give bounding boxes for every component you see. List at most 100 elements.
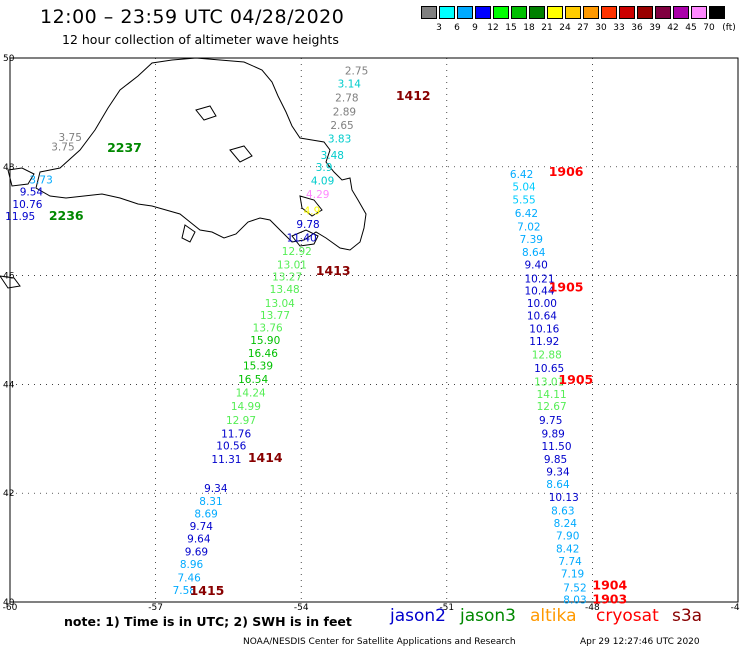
longitude-tick-label: -48 bbox=[585, 603, 600, 613]
wave-height-value: 3.48 bbox=[321, 150, 344, 162]
longitude-tick-label: -60 bbox=[3, 603, 18, 613]
colorbar-swatch bbox=[637, 6, 653, 19]
wave-height-value: 12.88 bbox=[532, 349, 562, 361]
colorbar-label: 9 bbox=[472, 23, 478, 33]
latitude-tick-label: 42 bbox=[3, 489, 14, 499]
wave-height-value: 7.19 bbox=[561, 569, 584, 581]
wave-height-value: 7.90 bbox=[556, 531, 579, 543]
legend-entry-jason2: jason2 bbox=[390, 606, 446, 626]
colorbar-swatch bbox=[565, 6, 581, 19]
wave-height-value: 10.56 bbox=[216, 440, 246, 452]
wave-height-value: 8.64 bbox=[522, 247, 546, 259]
colorbar-label: 42 bbox=[667, 23, 679, 33]
wave-height-value: 2.75 bbox=[345, 66, 368, 78]
colorbar-label: 27 bbox=[577, 23, 589, 33]
wave-height-value: 8.69 bbox=[194, 508, 217, 520]
wave-height-value: 12.97 bbox=[226, 415, 256, 427]
wave-height-value: 8.96 bbox=[180, 559, 204, 571]
wave-height-value: 2.89 bbox=[333, 106, 356, 118]
colorbar-swatch bbox=[709, 6, 725, 19]
legend-entry-jason3: jason3 bbox=[460, 606, 516, 626]
wave-height-value: 4.9 bbox=[304, 205, 321, 217]
wave-height-value: 3.14 bbox=[338, 79, 362, 91]
colorbar-swatch bbox=[529, 6, 545, 19]
gridlines bbox=[10, 58, 738, 602]
colorbar-swatch bbox=[547, 6, 563, 19]
longitude-tick-label: -54 bbox=[294, 603, 309, 613]
wave-height-value: 13.01 bbox=[277, 260, 307, 272]
wave-height-value: 7.74 bbox=[558, 556, 582, 568]
wave-height-value: 9.74 bbox=[190, 521, 214, 533]
credit-text: NOAA/NESDIS Center for Satellite Applica… bbox=[243, 637, 516, 647]
colorbar-label: 12 bbox=[487, 23, 499, 33]
cycle-label: 1414 bbox=[248, 450, 283, 465]
wave-height-value: 8.64 bbox=[546, 479, 570, 491]
wave-height-value: 8.63 bbox=[551, 506, 574, 518]
wave-height-value: 16.54 bbox=[238, 374, 268, 386]
wave-height-value: 14.99 bbox=[231, 401, 261, 413]
page-subtitle: 12 hour collection of altimeter wave hei… bbox=[62, 32, 339, 47]
wave-height-value: 6.42 bbox=[510, 169, 533, 181]
wave-height-value: 9.69 bbox=[185, 546, 208, 558]
wave-height-value: 13.77 bbox=[260, 310, 290, 322]
wave-height-value: 10.21 bbox=[524, 273, 554, 285]
colorbar-label: 15 bbox=[505, 23, 517, 33]
wave-height-values: 2.753.14 2.782.89 2.65 3.83 3.483.94.09 4.29 4… bbox=[5, 66, 587, 607]
colorbar-label: 45 bbox=[685, 23, 697, 33]
wave-height-value: 2.78 bbox=[335, 93, 358, 105]
wave-height-value: 3.9 bbox=[316, 162, 333, 174]
wave-height-value: 14.11 bbox=[537, 389, 567, 401]
wave-height-value: 12.92 bbox=[282, 246, 312, 258]
colorbar-label: 3 bbox=[436, 23, 442, 33]
wave-height-value: 12.67 bbox=[537, 401, 567, 413]
longitude-tick-label: -57 bbox=[148, 603, 163, 613]
cycle-label: 1906 bbox=[549, 164, 584, 179]
wave-height-value: 8.42 bbox=[556, 544, 579, 556]
colorbar-swatch bbox=[421, 6, 437, 19]
wave-height-value: 10.00 bbox=[527, 298, 557, 310]
wave-height-value: 10.44 bbox=[524, 285, 554, 297]
wave-height-value: 3.75 bbox=[51, 142, 74, 154]
wave-height-value: 5.55 bbox=[512, 194, 535, 206]
colorbar-label: 6 bbox=[454, 23, 460, 33]
wave-height-value: 13.04 bbox=[265, 298, 295, 310]
wave-height-value: 13.01 bbox=[534, 377, 564, 389]
cycle-label: 1904 bbox=[592, 578, 627, 593]
colorbar-swatch bbox=[601, 6, 617, 19]
cycle-label: 1903 bbox=[592, 591, 627, 606]
wave-height-value: 7.46 bbox=[177, 573, 201, 585]
wave-height-value: 10.16 bbox=[529, 323, 559, 335]
wave-height-value: 11.40 bbox=[287, 233, 317, 245]
cycle-label: 1905 bbox=[549, 280, 584, 295]
wave-height-value: 11.95 bbox=[5, 211, 35, 223]
legend-entry-s3a: s3a bbox=[672, 606, 703, 626]
colorbar-swatch bbox=[493, 6, 509, 19]
wave-height-value: 2.65 bbox=[330, 120, 353, 132]
legend-entry-altika: altika bbox=[530, 606, 577, 626]
wave-height-value: 11.50 bbox=[541, 441, 571, 453]
colorbar-label: 39 bbox=[649, 23, 661, 33]
wave-height-value: 13.76 bbox=[253, 322, 283, 334]
wave-height-value: 6.42 bbox=[515, 208, 538, 220]
page-title: 12:00 – 23:59 UTC 04/28/2020 bbox=[40, 6, 345, 28]
wave-height-value: 15.39 bbox=[243, 360, 273, 372]
latitude-tick-label: 40 bbox=[3, 598, 15, 608]
wave-height-value: 3.75 bbox=[59, 132, 82, 144]
wave-height-value: 9.54 bbox=[20, 186, 44, 198]
colorbar-swatch bbox=[511, 6, 527, 19]
latitude-tick-label: 46 bbox=[3, 272, 15, 282]
wave-height-value: 9.34 bbox=[204, 483, 228, 495]
cycle-label: 1415 bbox=[190, 583, 225, 598]
wave-height-value: 8.31 bbox=[199, 496, 222, 508]
longitude-labels: -60 -57 -54 -51 -48 -45 bbox=[3, 603, 740, 613]
wave-height-value: 7.02 bbox=[517, 222, 540, 234]
latitude-tick-label: 48 bbox=[3, 163, 15, 173]
latitude-labels: 50 48 46 44 42 40 bbox=[3, 54, 15, 608]
cycle-label: 1413 bbox=[316, 263, 351, 278]
colorbar-swatch bbox=[673, 6, 689, 19]
wave-height-value: 3.83 bbox=[328, 134, 351, 146]
cycle-label: 1412 bbox=[396, 88, 431, 103]
wave-height-value: 4.09 bbox=[311, 175, 334, 187]
wave-height-value: 4.29 bbox=[306, 189, 329, 201]
colorbar-label: 36 bbox=[631, 23, 643, 33]
